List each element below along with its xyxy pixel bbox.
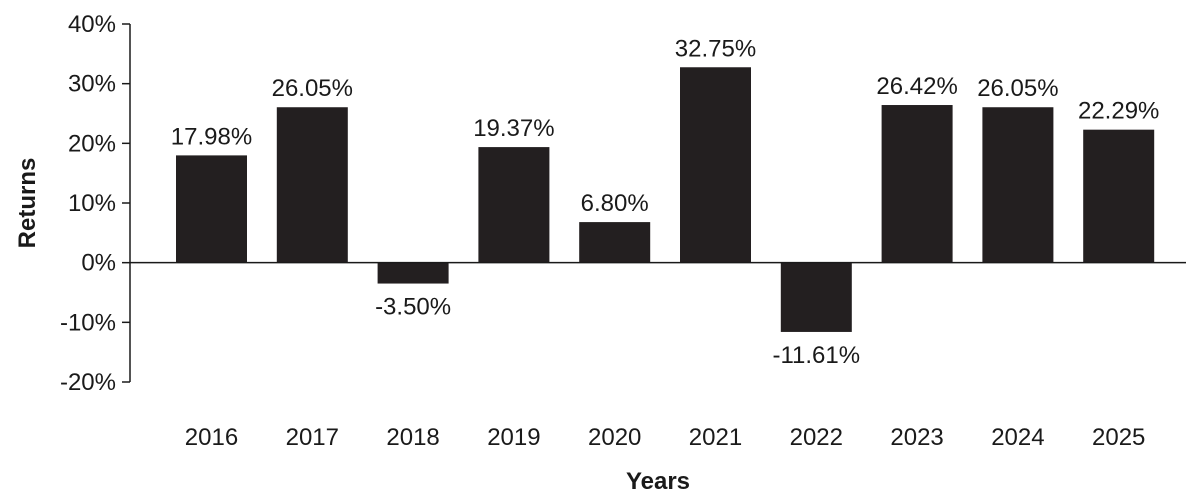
y-tick-label: -20% — [60, 369, 116, 396]
y-tick-label: 10% — [68, 190, 116, 217]
data-label: 19.37% — [473, 115, 554, 142]
y-axis-title: Returns — [14, 158, 41, 249]
data-label: -11.61% — [772, 342, 860, 369]
x-axis-ticks: 2016 2017 2018 2019 2020 2021 2022 2023 2024 2025 — [185, 424, 1146, 451]
y-axis: 40% 30% 20% 10% 0% -10% -20% — [60, 11, 131, 396]
data-label: 32.75% — [675, 35, 756, 62]
data-label: 22.29% — [1078, 98, 1159, 125]
y-tick-label: -10% — [60, 309, 116, 336]
bar-2019 — [478, 147, 550, 263]
x-tick-label: 2019 — [487, 424, 540, 451]
x-tick-label: 2016 — [185, 424, 238, 451]
y-tick-label: 20% — [68, 130, 116, 157]
bars — [176, 67, 1155, 332]
x-tick-label: 2022 — [790, 424, 843, 451]
x-axis-title: Years — [626, 468, 690, 495]
data-labels: 17.98% 26.05% -3.50% 19.37% 6.80% 32.75% -11.6… — [171, 35, 1160, 369]
bar-2025 — [1083, 129, 1155, 263]
y-tick-label: 40% — [68, 11, 116, 38]
data-label: 26.05% — [272, 75, 353, 102]
bar-2024 — [982, 107, 1054, 263]
data-label: 26.05% — [977, 75, 1058, 102]
y-tick-label: 0% — [81, 250, 116, 277]
x-tick-label: 2024 — [991, 424, 1044, 451]
data-label: -3.50% — [375, 294, 451, 321]
bar-2020 — [579, 222, 651, 263]
bar-2017 — [276, 107, 348, 263]
bar-2022 — [780, 262, 852, 332]
data-label: 26.42% — [876, 73, 957, 100]
bar-2016 — [176, 155, 247, 263]
bar-2021 — [680, 67, 751, 263]
bar-2023 — [881, 105, 953, 263]
x-tick-label: 2020 — [588, 424, 641, 451]
x-tick-label: 2025 — [1092, 424, 1145, 451]
x-tick-label: 2017 — [286, 424, 339, 451]
data-label: 6.80% — [581, 190, 649, 217]
bar-2018 — [377, 262, 449, 284]
x-tick-label: 2023 — [890, 424, 943, 451]
x-tick-label: 2021 — [689, 424, 742, 451]
data-label: 17.98% — [171, 123, 252, 150]
y-tick-label: 30% — [68, 71, 116, 98]
x-tick-label: 2018 — [386, 424, 439, 451]
